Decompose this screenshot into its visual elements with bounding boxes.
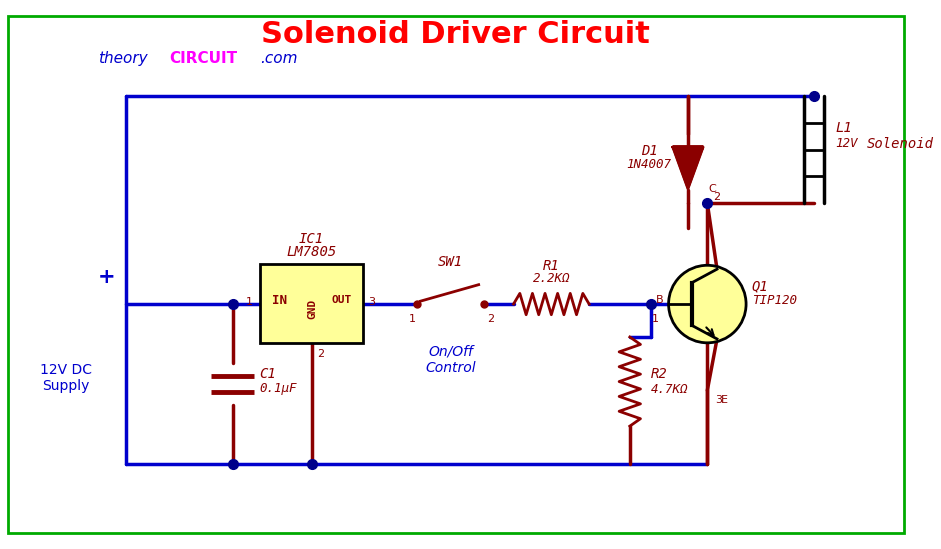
Text: IN: IN (272, 294, 287, 307)
Text: .com: .com (260, 52, 297, 66)
Text: 1: 1 (651, 313, 659, 324)
Text: 12V DC
Supply: 12V DC Supply (40, 362, 92, 393)
Text: 1: 1 (409, 313, 416, 324)
Text: LM7805: LM7805 (286, 245, 337, 259)
Text: L1: L1 (836, 121, 852, 135)
Text: Solenoid Driver Circuit: Solenoid Driver Circuit (262, 20, 650, 49)
Text: R2: R2 (651, 367, 668, 381)
Text: R1: R1 (543, 259, 560, 273)
Text: D1: D1 (641, 144, 658, 158)
Text: Solenoid: Solenoid (868, 137, 934, 150)
Circle shape (668, 265, 746, 343)
Text: Q1: Q1 (752, 279, 769, 294)
Text: 2: 2 (486, 313, 494, 324)
Text: OUT: OUT (332, 295, 352, 305)
Text: E: E (721, 395, 728, 405)
Text: 2.2KΩ: 2.2KΩ (533, 272, 570, 285)
Text: B: B (656, 295, 663, 305)
Text: 2: 2 (317, 349, 324, 358)
Text: 1N4007: 1N4007 (627, 158, 672, 171)
Text: 0.1μF: 0.1μF (260, 382, 297, 395)
Polygon shape (673, 147, 704, 190)
Text: C: C (709, 183, 716, 194)
Text: GND: GND (307, 298, 317, 318)
FancyBboxPatch shape (260, 264, 363, 343)
Text: 2: 2 (713, 192, 720, 203)
Text: theory: theory (98, 52, 148, 66)
Text: 3: 3 (368, 297, 375, 307)
Text: 12V: 12V (836, 137, 858, 150)
Text: SW1: SW1 (438, 255, 463, 269)
Text: IC1: IC1 (299, 232, 324, 246)
Text: 1: 1 (246, 297, 253, 307)
Text: 4.7KΩ: 4.7KΩ (651, 383, 689, 396)
Text: +: + (98, 267, 116, 287)
Text: CIRCUIT: CIRCUIT (169, 52, 237, 66)
Text: TIP120: TIP120 (752, 294, 797, 307)
Text: C1: C1 (260, 367, 277, 382)
Text: On/Off
Control: On/Off Control (425, 345, 476, 375)
Text: 3: 3 (715, 395, 722, 405)
